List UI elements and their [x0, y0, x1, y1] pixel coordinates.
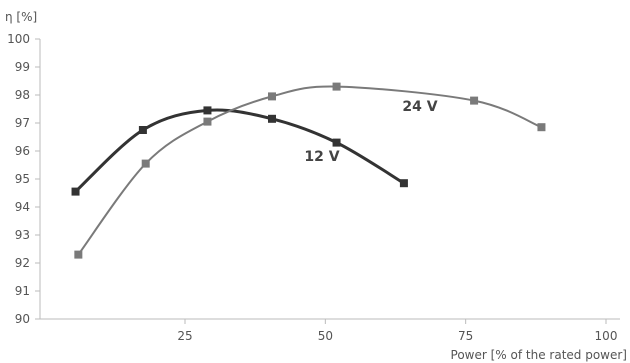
y-tick-label-99: 99 [15, 60, 30, 74]
data-point-12v-2 [203, 106, 212, 115]
y-tick-label-94: 94 [15, 200, 30, 214]
data-point-24v-4 [332, 82, 341, 91]
x-axis-title: Power [% of the rated power] [451, 348, 627, 362]
data-point-24v-2 [203, 117, 212, 126]
series-layer [71, 82, 546, 259]
series-line-24v [77, 85, 543, 256]
y-tick-label-97: 97 [15, 116, 30, 130]
y-tick-label-92: 92 [15, 256, 30, 270]
y-tick-label-96: 96 [15, 144, 30, 158]
series-line-12v [74, 108, 406, 194]
data-point-24v-6 [537, 123, 546, 132]
x-tick-label-75: 75 [458, 329, 473, 343]
x-tick-label-100: 100 [595, 329, 618, 343]
y-tick-label-90: 90 [15, 312, 30, 326]
y-axis-ticks: 90 91 92 93 94 95 96 97 98 99 100 [7, 32, 40, 326]
data-point-24v-3 [268, 92, 277, 101]
x-tick-label-25: 25 [177, 329, 192, 343]
data-point-12v-3 [268, 114, 277, 123]
y-tick-label-93: 93 [15, 228, 30, 242]
y-tick-label-98: 98 [15, 88, 30, 102]
y-tick-label-91: 91 [15, 284, 30, 298]
y-tick-label-95: 95 [15, 172, 30, 186]
data-point-24v-1 [141, 159, 150, 168]
data-point-24v-0 [74, 250, 83, 259]
series-label-12v: 12 V [304, 149, 339, 165]
x-axis-ticks: 25 50 75 100 [177, 319, 617, 343]
data-point-12v-0 [71, 187, 80, 196]
y-axis-title: η [%] [5, 10, 37, 24]
data-point-12v-1 [138, 126, 147, 134]
data-point-12v-4 [332, 138, 341, 147]
data-point-12v-5 [399, 179, 408, 188]
data-point-24v-5 [470, 96, 479, 105]
y-tick-label-100: 100 [7, 32, 30, 46]
x-tick-label-50: 50 [318, 329, 333, 343]
series-label-24v: 24 V [402, 99, 437, 115]
